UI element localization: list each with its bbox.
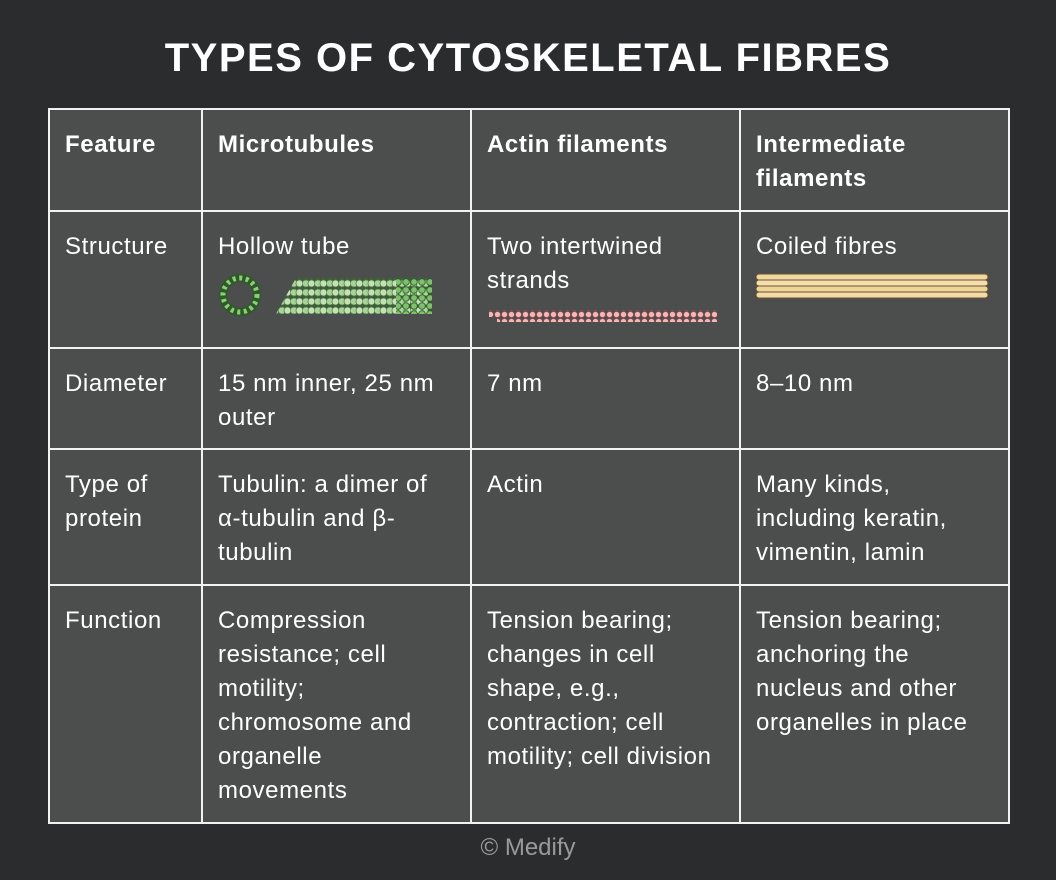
cell: Compression resistance; cell motility; c… — [201, 584, 472, 824]
footer: © Medify — [480, 834, 576, 861]
header-cell: Feature — [48, 108, 203, 212]
cell: Tension bearing; changes in cell shape, … — [470, 584, 741, 824]
header-row: Feature Microtubules Actin filaments Int… — [48, 108, 1010, 212]
actin-illustration — [489, 310, 717, 322]
cell-text: Hollow tube — [218, 233, 351, 260]
cell-text: Coiled fibres — [756, 233, 898, 260]
cell: Actin — [470, 448, 741, 586]
cell: 15 nm inner, 25 nm outer — [201, 347, 472, 450]
cell: Many kinds, including keratin, vimentin,… — [739, 448, 1010, 586]
header-cell: Intermediate filaments — [739, 108, 1010, 212]
cell: Type of protein — [48, 448, 203, 586]
row: Function Compression resistance; cell mo… — [48, 584, 1010, 824]
cell-text: Structure — [65, 233, 168, 260]
cell: Coiled fibres — [739, 210, 1010, 349]
microtubule-illustration — [219, 274, 432, 316]
row: Diameter 15 nm inner, 25 nm outer 7 nm 8… — [48, 347, 1010, 450]
cell: Two intertwined strands — [470, 210, 741, 349]
intermediate-filament-illustration — [756, 273, 989, 299]
title: TYPES OF CYTOSKELETAL FIBRES — [164, 36, 892, 80]
cell: Hollow tube — [201, 210, 472, 349]
cell: Structure — [48, 210, 203, 349]
header-cell: Microtubules — [201, 108, 472, 212]
cell: Tension bearing; anchoring the nucleus a… — [739, 584, 1010, 824]
row: Structure Hollow tube Two intertwined st… — [48, 210, 1010, 349]
cell: Tubulin: a dimer of α-tubulin and β-tubu… — [201, 448, 472, 586]
comparison-table: Feature Microtubules Actin filaments Int… — [48, 108, 1010, 824]
cell: Function — [48, 584, 203, 824]
cell: 8–10 nm — [739, 347, 1010, 450]
header-cell: Actin filaments — [470, 108, 741, 212]
cell: Diameter — [48, 347, 203, 450]
cell-text: Two intertwined strands — [487, 233, 663, 294]
cell: 7 nm — [470, 347, 741, 450]
row: Type of protein Tubulin: a dimer of α-tu… — [48, 448, 1010, 586]
